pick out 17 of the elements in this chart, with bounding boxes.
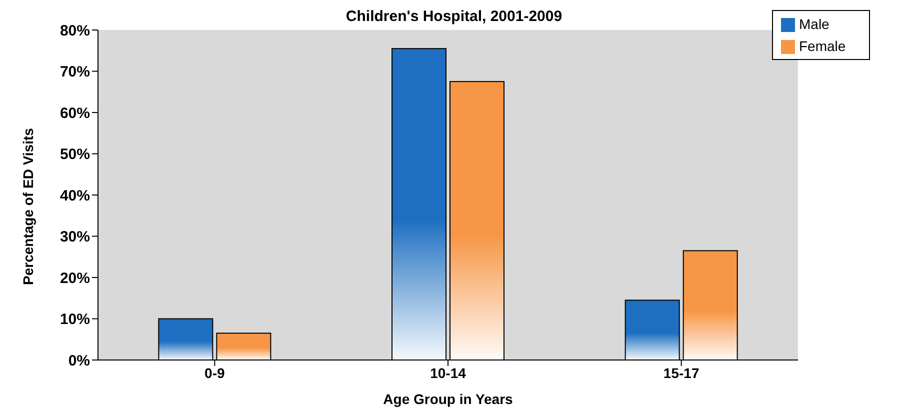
x-tick-label: 10-14 <box>430 364 466 381</box>
chart-title: Children's Hospital, 2001-2009 <box>346 8 562 25</box>
x-tick-label: 0-9 <box>204 364 225 381</box>
x-tick-label: 15-17 <box>663 364 700 381</box>
y-tick-label: 0% <box>68 352 90 370</box>
y-axis-title: Percentage of ED Visits <box>20 128 36 285</box>
y-tick-label: 70% <box>60 64 90 81</box>
legend-label: Female <box>799 38 846 54</box>
y-tick-label: 50% <box>60 146 90 164</box>
y-tick-label: 80% <box>60 22 90 40</box>
y-tick-label: 40% <box>60 187 90 204</box>
y-tick-label: 20% <box>60 270 90 287</box>
y-tick-label: 30% <box>60 228 90 246</box>
y-tick-label: 10% <box>60 311 90 328</box>
y-tick-label: 60% <box>60 104 90 122</box>
x-axis-title: Age Group in Years <box>383 391 514 407</box>
legend-label: Male <box>799 16 830 32</box>
